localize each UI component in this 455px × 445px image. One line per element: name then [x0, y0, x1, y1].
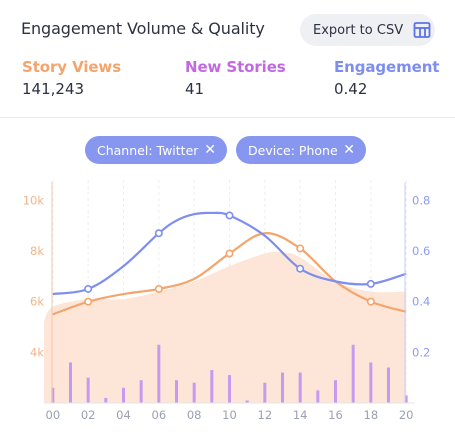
metric-label: Story Views [22, 58, 122, 76]
line-marker [154, 284, 163, 293]
x-tick-label: 12 [258, 408, 273, 422]
bar [192, 382, 196, 403]
y-right-tick-label: 0.8 [412, 193, 430, 207]
line-marker [154, 229, 163, 238]
bar [334, 380, 337, 403]
line-marker [225, 211, 234, 220]
chart-axes: 10k 8k 6k 4k 0.8 0.6 0.4 0.2 00 02 04 06 08 10 12 14 16 1… [23, 182, 430, 422]
metric-value: 0.42 [334, 80, 368, 98]
bar [157, 344, 161, 403]
x-tick-label: 16 [328, 408, 343, 422]
bar [281, 372, 284, 403]
bar [351, 344, 355, 403]
metric-engagement: Engagement 0.42 [334, 58, 439, 98]
engagement-chart: 10k 8k 6k 4k 0.8 0.6 0.4 0.2 00 02 04 06 08 10 12 14 16 1… [23, 180, 430, 422]
x-tick-label: 04 [116, 408, 131, 422]
bar [51, 387, 55, 403]
export-label: Export to CSV [313, 22, 404, 38]
y-left-tick-label: 8k [30, 244, 44, 258]
x-tick-label: 20 [399, 408, 414, 422]
bar [86, 377, 90, 403]
metric-label: Engagement [334, 58, 440, 76]
x-tick-label: 18 [364, 408, 379, 422]
line-marker [225, 249, 234, 258]
area-shape [44, 251, 407, 403]
bar [228, 375, 231, 403]
bar [387, 367, 390, 403]
y-left-tick-label: 10k [23, 193, 45, 207]
metric-label: New Stories [185, 58, 286, 76]
bar [316, 390, 320, 403]
filter-chip-label: Device: Phone [248, 142, 338, 158]
metric-value: 41 [185, 80, 205, 98]
section-divider [0, 117, 455, 118]
export-csv-button[interactable]: Export to CSV [300, 14, 435, 46]
series-line [52, 211, 407, 296]
bar [298, 372, 302, 403]
chart-gridlines [52, 180, 407, 403]
close-icon[interactable]: ✕ [204, 142, 216, 158]
line-marker [366, 279, 375, 288]
chart-markers [84, 211, 375, 306]
line-marker [296, 244, 305, 253]
metrics-row: Story Views 141,243 New Stories 41 Engag… [0, 58, 455, 108]
filter-chip-device[interactable]: Device: Phone ✕ [236, 136, 366, 164]
new-stories-bars [51, 344, 408, 403]
widget-header: Engagement Volume & Quality Export to CS… [0, 0, 455, 60]
line-marker [84, 284, 93, 293]
x-tick-label: 06 [152, 408, 167, 422]
line-marker [84, 297, 93, 306]
x-tick-label: 10 [222, 408, 237, 422]
bar [69, 362, 72, 403]
widget-title: Engagement Volume & Quality [21, 19, 265, 38]
y-left-tick-label: 4k [30, 345, 44, 359]
table-icon [413, 21, 431, 39]
x-tick-label: 02 [81, 408, 96, 422]
bar [404, 395, 408, 403]
story-views-area [44, 251, 407, 403]
y-left-tick-label: 6k [30, 295, 44, 309]
y-right-tick-label: 0.4 [412, 295, 430, 309]
bar [245, 400, 249, 403]
line-marker [366, 297, 375, 306]
bar [175, 380, 178, 403]
bar [122, 387, 125, 403]
bar [263, 382, 267, 403]
metric-story-views: Story Views 141,243 [22, 58, 121, 98]
y-right-tick-label: 0.6 [412, 244, 430, 258]
x-tick-label: 00 [46, 408, 61, 422]
bar [210, 370, 214, 403]
line-marker [296, 264, 305, 273]
filter-chip-channel[interactable]: Channel: Twitter ✕ [85, 136, 227, 164]
bar [139, 380, 143, 403]
metric-new-stories: New Stories 41 [185, 58, 286, 98]
filter-chip-label: Channel: Twitter [97, 142, 199, 158]
x-tick-label: 14 [293, 408, 308, 422]
x-tick-label: 08 [187, 408, 202, 422]
y-right-tick-label: 0.2 [412, 345, 430, 359]
bar [369, 362, 373, 403]
metric-value: 141,243 [22, 80, 85, 98]
bar [104, 397, 108, 403]
close-icon[interactable]: ✕ [343, 142, 355, 158]
